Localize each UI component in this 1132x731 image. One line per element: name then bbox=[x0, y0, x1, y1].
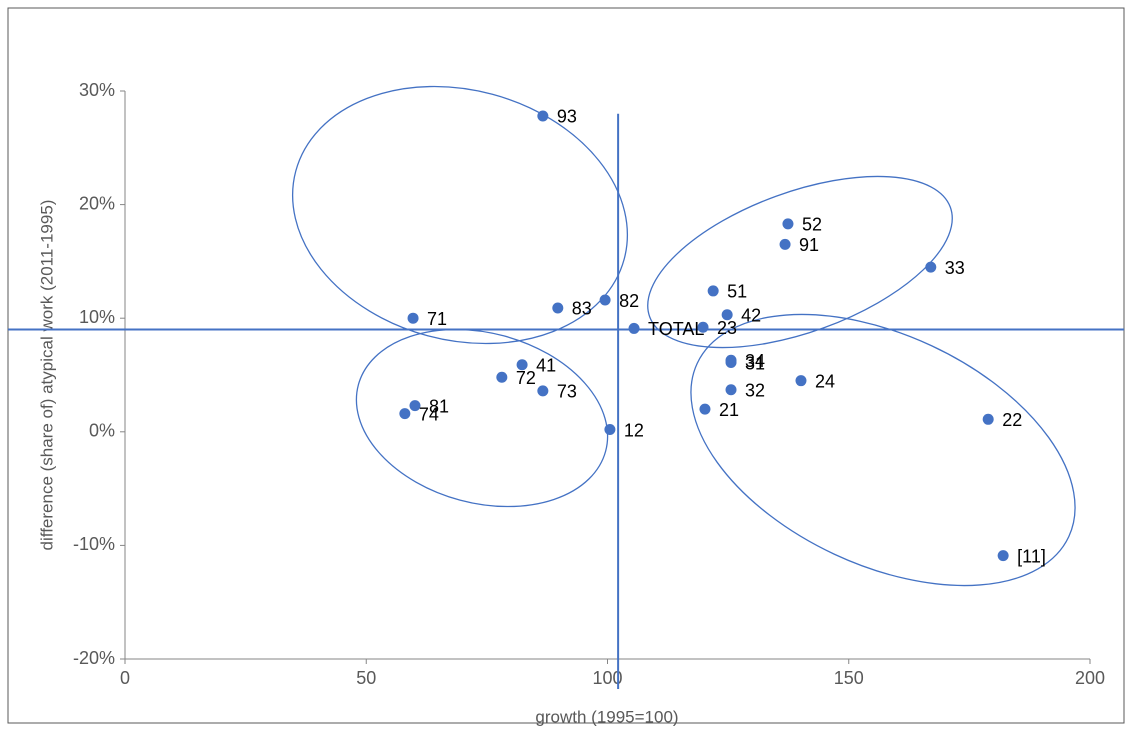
point-label: 74 bbox=[419, 404, 439, 424]
y-axis-title: difference (share of) atypical work (201… bbox=[37, 200, 56, 551]
point bbox=[725, 357, 737, 369]
point bbox=[707, 285, 719, 297]
x-tick-label: 200 bbox=[1075, 668, 1105, 688]
point bbox=[537, 110, 549, 122]
point-label: 51 bbox=[727, 282, 747, 302]
point bbox=[399, 408, 411, 420]
x-tick-label: 50 bbox=[356, 668, 376, 688]
point bbox=[628, 322, 640, 334]
point-label: 22 bbox=[1002, 410, 1022, 430]
point bbox=[496, 371, 508, 383]
point-label: 31 bbox=[745, 353, 765, 373]
point-label: 24 bbox=[815, 371, 835, 391]
point-label: 71 bbox=[427, 309, 447, 329]
point-label: 32 bbox=[745, 381, 765, 401]
cluster-ellipse bbox=[647, 175, 953, 349]
point bbox=[537, 385, 549, 397]
y-tick-label: 10% bbox=[79, 307, 115, 327]
point-label: 41 bbox=[536, 356, 556, 376]
point bbox=[599, 294, 611, 306]
x-tick-label: 0 bbox=[120, 668, 130, 688]
point bbox=[697, 321, 709, 333]
point-label: TOTAL bbox=[648, 319, 704, 339]
point bbox=[699, 403, 711, 415]
x-tick-label: 100 bbox=[592, 668, 622, 688]
point-label: 81 bbox=[429, 396, 449, 416]
point-label: 91 bbox=[799, 235, 819, 255]
point-label: 93 bbox=[557, 107, 577, 127]
point-label: 52 bbox=[802, 215, 822, 235]
y-tick-label: -10% bbox=[73, 534, 115, 554]
y-tick-label: 20% bbox=[79, 193, 115, 213]
point-label: 83 bbox=[572, 299, 592, 319]
point-label: 21 bbox=[719, 400, 739, 420]
point bbox=[552, 302, 564, 314]
cluster-ellipse bbox=[291, 85, 629, 345]
point-label: 82 bbox=[619, 291, 639, 311]
y-tick-label: 30% bbox=[79, 80, 115, 100]
point-label: 33 bbox=[945, 258, 965, 278]
y-tick-label: -20% bbox=[73, 648, 115, 668]
cluster-ellipse bbox=[690, 313, 1076, 587]
point-label: 12 bbox=[624, 420, 644, 440]
x-axis-title: growth (1995=100) bbox=[535, 707, 678, 726]
point-label: 72 bbox=[516, 368, 536, 388]
point bbox=[997, 550, 1009, 562]
point bbox=[721, 309, 733, 321]
point bbox=[782, 218, 794, 230]
point-label: 34 bbox=[745, 351, 765, 371]
point bbox=[779, 238, 791, 250]
point bbox=[516, 359, 528, 371]
point bbox=[407, 312, 419, 324]
point bbox=[795, 375, 807, 387]
point bbox=[604, 424, 616, 436]
point bbox=[925, 261, 937, 273]
x-tick-label: 150 bbox=[834, 668, 864, 688]
point-label: 42 bbox=[741, 306, 761, 326]
point-label: 73 bbox=[557, 382, 577, 402]
point bbox=[725, 384, 737, 396]
point-label: [11] bbox=[1017, 546, 1046, 566]
cluster-ellipse bbox=[355, 328, 609, 508]
point-label: 23 bbox=[717, 318, 737, 338]
point bbox=[409, 400, 421, 412]
point bbox=[982, 413, 994, 425]
y-tick-label: 0% bbox=[89, 421, 115, 441]
